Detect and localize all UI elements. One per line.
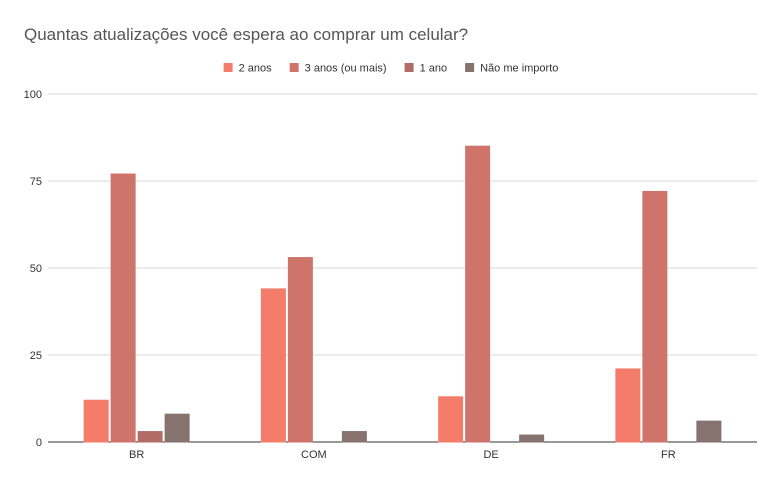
x-tick-label: BR: [129, 449, 144, 461]
legend-item: 1 ano: [404, 63, 448, 75]
y-axis-ticks: 0 25 50 75 100: [24, 89, 42, 449]
legend-label: 1 ano: [420, 63, 448, 75]
bar-fr-series-1: [642, 190, 668, 443]
bar-com-series-0: [260, 288, 286, 443]
legend-swatch: [465, 63, 475, 72]
legend: 2 anos 3 anos (ou mais) 1 ano Não me import…: [223, 63, 558, 75]
bar-fr-series-0: [615, 368, 641, 443]
legend-item: 2 anos: [223, 63, 273, 75]
bar-br-series-0: [83, 399, 109, 443]
x-axis-ticks: BR COM DE FR: [129, 449, 676, 461]
y-tick-label: 75: [30, 176, 42, 188]
x-tick-label: COM: [301, 449, 327, 461]
legend-label: Não me importo: [480, 63, 558, 75]
legend-item: Não me importo: [465, 63, 558, 75]
legend-swatch: [289, 63, 299, 72]
bar-de-series-0: [438, 396, 464, 443]
bar-de-series-3: [519, 434, 545, 443]
x-tick-label: FR: [661, 449, 676, 461]
chart-title: Quantas atualizações você espera ao comp…: [24, 25, 468, 44]
y-tick-label: 100: [24, 89, 42, 101]
bar-br-series-3: [164, 413, 190, 443]
legend-label: 2 anos: [239, 63, 273, 75]
bars: [83, 145, 722, 443]
y-tick-label: 0: [36, 437, 42, 449]
bar-fr-series-3: [696, 420, 722, 443]
bar-com-series-3: [341, 431, 367, 443]
y-tick-label: 50: [30, 263, 42, 275]
y-tick-label: 25: [30, 350, 42, 362]
legend-item: 3 anos (ou mais): [289, 63, 387, 75]
legend-swatch: [404, 63, 414, 72]
legend-label: 3 anos (ou mais): [305, 63, 387, 75]
x-tick-label: DE: [483, 449, 498, 461]
bar-com-series-1: [287, 257, 313, 443]
bar-br-series-2: [137, 431, 163, 443]
bar-br-series-1: [110, 173, 136, 443]
bar-de-series-1: [465, 145, 491, 443]
legend-swatch: [223, 63, 233, 72]
